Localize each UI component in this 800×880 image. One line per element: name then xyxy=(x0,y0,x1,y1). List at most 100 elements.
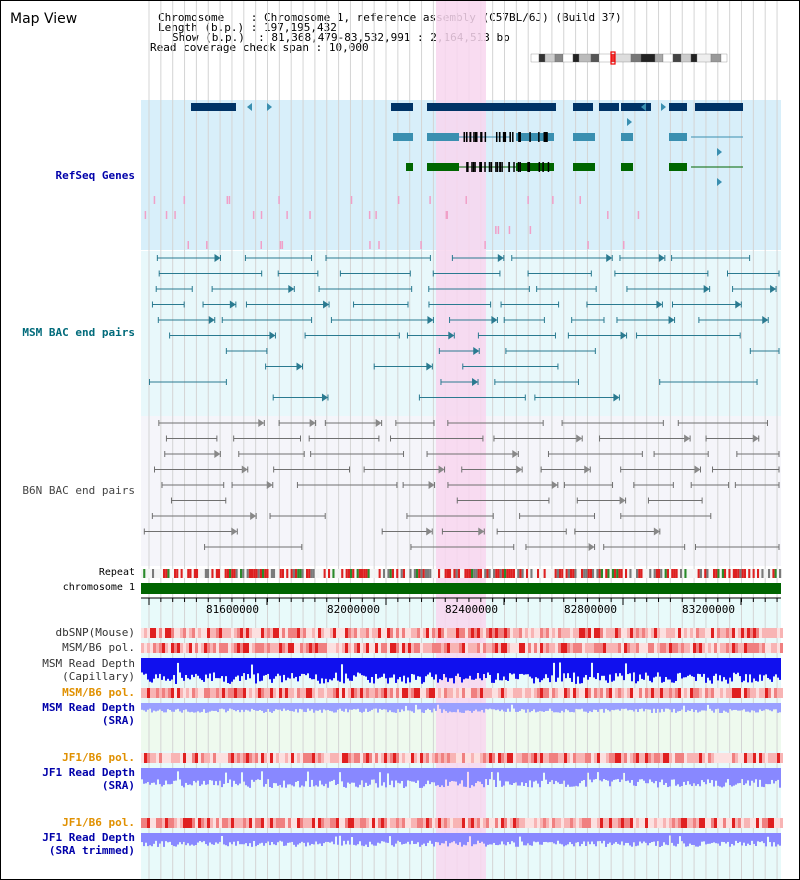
jf1-pol-heat xyxy=(324,753,327,763)
jf1-trim-depth-bar xyxy=(169,833,171,842)
msm-pol-heat xyxy=(564,643,567,653)
msm-sra-depth-bar xyxy=(709,703,711,709)
jf1-trim-depth-bar xyxy=(625,833,627,843)
refseq-gene-features[interactable] xyxy=(144,103,743,249)
msm-pol2-heat xyxy=(669,688,672,698)
msm-pol2-heat xyxy=(384,688,387,698)
jf1-sra-depth-bar xyxy=(483,768,485,788)
msm-pol2-heat xyxy=(240,688,243,698)
jf1-sra-depth-bar xyxy=(399,768,401,784)
msm-capillary-depth-bar xyxy=(393,658,395,675)
msm-sra-depth-bar xyxy=(507,703,509,709)
jf1-trim-depth-bar xyxy=(241,833,243,845)
jf1-pol2-heat xyxy=(444,818,447,828)
jf1-pol2-heat xyxy=(384,818,387,828)
msm-capillary-depth-bar xyxy=(703,658,705,674)
msm-sra-depth-bar xyxy=(671,703,673,713)
msm-sra-depth-bar xyxy=(627,703,629,711)
msm-pol2-heat xyxy=(168,688,171,698)
jf1-pol2-heat xyxy=(162,818,165,828)
exon-tick xyxy=(528,162,531,172)
jf1-pol-heat xyxy=(744,753,747,763)
jf1-sra-depth-bar xyxy=(577,768,579,787)
msm-sra-depth-bar xyxy=(309,703,311,711)
msm-pol2-heat xyxy=(747,688,750,698)
chromosome-ideogram[interactable] xyxy=(530,51,728,65)
jf1-trim-depth-bar xyxy=(705,833,707,845)
msm-sra-depth-bar xyxy=(773,703,775,710)
exon-tick xyxy=(498,132,501,142)
jf1-sra-depth-bar xyxy=(779,768,781,788)
msm-pol-heat xyxy=(588,643,591,653)
jf1-trim-depth-bar xyxy=(399,833,401,842)
msm-pol2-heat xyxy=(765,688,768,698)
jf1-sra-depth-bar xyxy=(667,768,669,788)
msm-capillary-depth-bar xyxy=(591,658,593,663)
msm-capillary-depth-bar xyxy=(265,658,267,675)
msm-capillary-depth-bar xyxy=(685,658,687,678)
msm-pol-heat xyxy=(483,643,486,653)
jf1-trim-depth-bar xyxy=(231,833,233,845)
msm-pol2-heat xyxy=(687,688,690,698)
jf1-trim-depth-bar xyxy=(687,833,689,847)
msm-capillary-depth-bar xyxy=(491,658,493,683)
msm-pair-arrow xyxy=(762,316,769,324)
jf1-trim-depth-bar xyxy=(547,833,549,843)
msm-sra-depth-bar xyxy=(219,703,221,709)
msm-capillary-depth-bar xyxy=(255,658,257,684)
jf1-trim-depth-bar xyxy=(407,833,409,842)
exon-tick xyxy=(490,162,493,172)
jf1-pol-heat xyxy=(381,753,384,763)
jf1-sra-depth-bar xyxy=(723,768,725,787)
jf1-sra-depth-bar xyxy=(739,768,741,784)
repeat-mark xyxy=(187,569,190,578)
msm-sra-depth-bar xyxy=(757,703,759,713)
msm-capillary-depth-bar xyxy=(725,658,727,680)
jf1-trim-depth-bar xyxy=(223,833,225,845)
msm-pol2-heat xyxy=(768,688,771,698)
msm-pol-heat xyxy=(750,643,753,653)
msm-capillary-depth-bar xyxy=(253,658,255,675)
repeat-mark xyxy=(609,569,612,578)
msm-pol-heat xyxy=(213,643,216,653)
dbsnp-heat xyxy=(468,628,471,638)
jf1-trim-depth-bar xyxy=(471,833,473,847)
repeat-mark xyxy=(512,569,515,578)
repeat-mark xyxy=(660,569,663,578)
jf1-sra-depth-bar xyxy=(253,768,255,782)
repeat-mark xyxy=(761,569,764,578)
msm-pol-heat xyxy=(459,643,462,653)
msm-pol-heat xyxy=(600,643,603,653)
jf1-sra-depth-bar xyxy=(459,768,461,784)
dbsnp-heat xyxy=(234,628,237,638)
msm-sra-depth-bar xyxy=(693,703,695,712)
gene-row1-exon-block xyxy=(391,103,413,111)
jf1-pol-heat xyxy=(705,753,708,763)
msm-capillary-depth-bar xyxy=(777,658,779,678)
msm-bac-pairs[interactable] xyxy=(148,254,780,402)
dbsnp-heat xyxy=(588,628,591,638)
b6n-bac-pairs[interactable] xyxy=(143,419,799,551)
dbsnp-heat xyxy=(258,628,261,638)
jf1-trim-depth-bar xyxy=(601,833,603,844)
msm-sra-depth-bar xyxy=(661,703,663,710)
jf1-pol-heat xyxy=(291,753,294,763)
jf1-pol-heat xyxy=(438,753,441,763)
jf1-trim-depth-bar xyxy=(199,833,201,842)
dbsnp-heat xyxy=(681,628,684,638)
msm-capillary-depth-bar xyxy=(735,658,737,675)
jf1-pol2-heat xyxy=(522,818,525,828)
jf1-trim-depth-bar xyxy=(525,833,527,846)
jf1-sra-depth-bar xyxy=(405,768,407,787)
msm-pol-heat xyxy=(729,643,732,653)
msm-capillary-depth-bar xyxy=(461,658,463,683)
dbsnp-heat xyxy=(774,628,777,638)
dbsnp-heat xyxy=(294,628,297,638)
msm-pol-heat xyxy=(210,643,213,653)
repeat-mark xyxy=(321,569,324,578)
jf1-pol2-heat xyxy=(510,818,513,828)
dbsnp-heat xyxy=(654,628,657,638)
jf1-pol-heat xyxy=(609,753,612,763)
ideogram-band xyxy=(530,53,540,63)
info-chromosome-key: Chromosome xyxy=(158,11,245,24)
